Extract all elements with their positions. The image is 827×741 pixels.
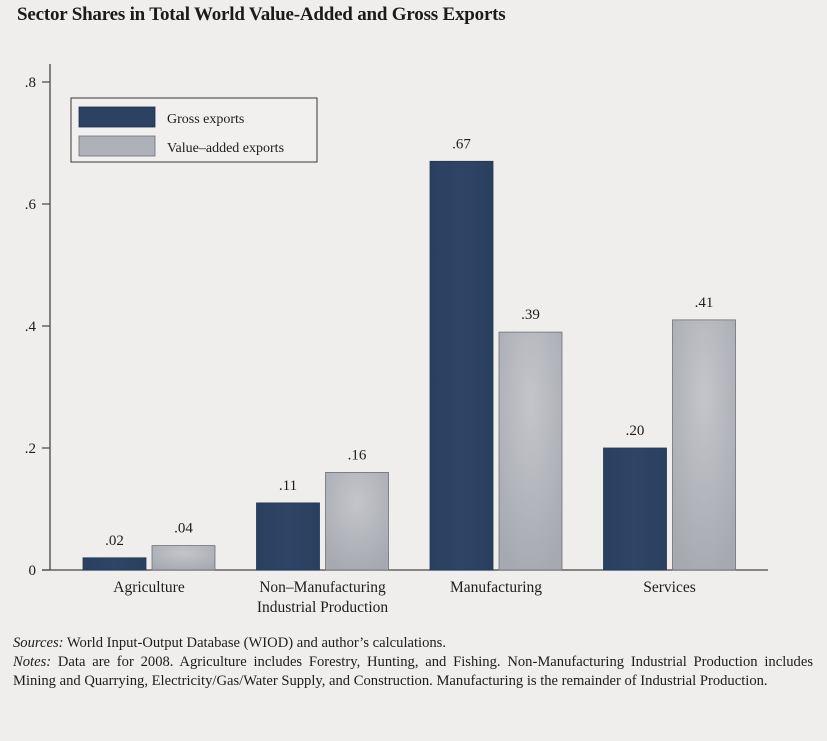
x-tick-label: Manufacturing bbox=[450, 579, 542, 596]
legend: Gross exports Value–added exports bbox=[70, 97, 318, 163]
y-tick-label: 0 bbox=[29, 563, 37, 579]
bar-value-label: .67 bbox=[452, 136, 471, 152]
y-tick-label: .4 bbox=[25, 319, 37, 335]
x-tick-label: Agriculture bbox=[113, 579, 185, 596]
sources-label: Sources: bbox=[13, 635, 64, 651]
notes-text: Data are for 2008. Agriculture includes … bbox=[13, 654, 813, 689]
legend-label-gross-exports: Gross exports bbox=[167, 112, 244, 127]
legend-swatch-gross-exports bbox=[78, 106, 156, 128]
bar-value-label: .41 bbox=[695, 295, 714, 311]
x-tick-label: Non–Manufacturing bbox=[259, 579, 386, 596]
y-tick-label: .2 bbox=[25, 441, 36, 457]
bar-value-label: .02 bbox=[105, 533, 124, 549]
bar-value-added-exports bbox=[672, 319, 736, 571]
bars bbox=[82, 160, 736, 571]
sources-line: Sources: World Input-Output Database (WI… bbox=[13, 634, 813, 653]
bar-value-label: .16 bbox=[348, 447, 367, 463]
legend-swatch-value-added-exports bbox=[78, 135, 156, 157]
bar-gross-exports bbox=[82, 557, 147, 571]
x-tick-label: Industrial Production bbox=[257, 599, 389, 616]
bar-value-added-exports bbox=[151, 545, 216, 571]
bar-value-added-exports bbox=[325, 471, 389, 571]
notes-label: Notes: bbox=[13, 654, 52, 670]
bar-gross-exports bbox=[603, 447, 667, 571]
x-tick-label: Services bbox=[643, 579, 696, 596]
bar-gross-exports bbox=[256, 502, 320, 571]
figure-notes: Sources: World Input-Output Database (WI… bbox=[13, 634, 813, 691]
legend-label-value-added-exports: Value–added exports bbox=[167, 141, 284, 156]
notes-paragraph: Notes: Data are for 2008. Agriculture in… bbox=[13, 653, 813, 691]
bar-chart: 0 .2 .4 .6 .8 .02 .04 .11 .16 .67 .39 .20 .41 Agric… bbox=[25, 64, 768, 616]
chart-title: Sector Shares in Total World Value-Added… bbox=[17, 4, 506, 25]
y-tick-label: .8 bbox=[25, 75, 36, 91]
bar-value-label: .20 bbox=[626, 423, 645, 439]
bar-value-label: .39 bbox=[521, 307, 540, 323]
bar-gross-exports bbox=[429, 160, 494, 571]
bar-value-labels: .02 .04 .11 .16 .67 .39 .20 .41 bbox=[105, 136, 714, 549]
y-tick-label: .6 bbox=[25, 197, 37, 213]
bar-value-label: .11 bbox=[279, 478, 297, 494]
sources-text: World Input-Output Database (WIOD) and a… bbox=[63, 635, 447, 651]
x-tick-labels: Agriculture Non–Manufacturing Industrial P… bbox=[113, 579, 695, 616]
bar-value-label: .04 bbox=[174, 521, 193, 537]
bar-value-added-exports bbox=[498, 331, 563, 571]
